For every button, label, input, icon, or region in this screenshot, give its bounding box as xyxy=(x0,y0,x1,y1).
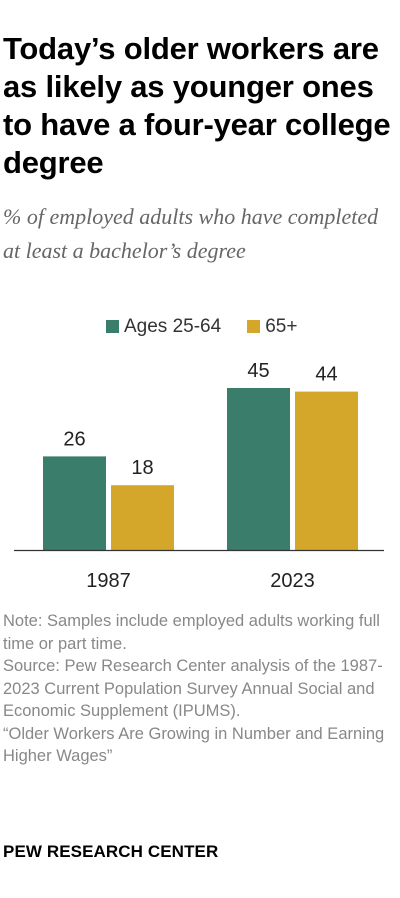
value-label-1987-65-plus: 18 xyxy=(131,457,153,479)
brand-logo-text: PEW RESEARCH CENTER xyxy=(3,842,219,861)
value-label-1987-ages-25-64: 26 xyxy=(63,428,85,450)
chart-title: Today’s older workers are as likely as y… xyxy=(3,31,391,180)
legend-label-65-plus: 65+ xyxy=(265,316,298,337)
category-label-2023: 2023 xyxy=(270,570,315,592)
chart-subtitle: % of employed adults who have completed … xyxy=(3,204,379,263)
note-text: Note: Samples include employed adults wo… xyxy=(3,612,380,653)
legend-swatch-65-plus xyxy=(247,320,261,333)
value-label-2023-ages-25-64: 45 xyxy=(247,360,269,382)
bar-2023-ages-25-64 xyxy=(227,388,290,550)
legend-label-ages-25-64: Ages 25-64 xyxy=(124,316,222,337)
category-label-1987: 1987 xyxy=(86,570,131,592)
legend: Ages 25-64 65+ xyxy=(106,316,297,340)
source-text: Source: Pew Research Center analysis of … xyxy=(3,657,383,720)
bar-1987-ages-25-64 xyxy=(43,456,106,550)
report-title: “Older Workers Are Growing in Number and… xyxy=(3,724,385,766)
bar-chart: 26 18 1987 45 44 2023 xyxy=(14,360,384,592)
legend-swatch-ages-25-64 xyxy=(106,320,119,333)
bar-2023-65-plus xyxy=(295,391,358,550)
legend-item-65-plus: 65+ xyxy=(247,316,297,338)
bar-1987-65-plus xyxy=(111,485,174,550)
notes: Note: Samples include employed adults wo… xyxy=(3,610,395,768)
legend-item-ages-25-64: Ages 25-64 xyxy=(106,316,221,338)
value-label-2023-65-plus: 44 xyxy=(315,364,337,386)
